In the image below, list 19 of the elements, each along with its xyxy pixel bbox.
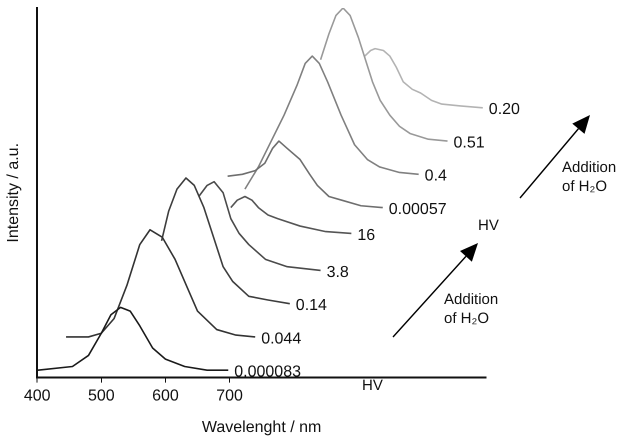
x-tick-label: 500 <box>88 388 115 405</box>
annotation: HV <box>478 216 500 235</box>
text: Addition of H₂O <box>562 158 618 196</box>
x-tick-label: 600 <box>152 388 179 405</box>
series-label: 0.51 <box>454 134 485 152</box>
y-axis-title: Intensity / a.u. <box>5 142 22 243</box>
series-label: 0.00057 <box>388 200 447 218</box>
x-axis-title: Wavelenght / nm <box>202 418 322 436</box>
series-label: 3.8 <box>326 264 349 281</box>
series-label: 0.14 <box>296 297 328 314</box>
x-tick-label: 700 <box>216 388 243 405</box>
x-tick-label: 400 <box>24 388 51 405</box>
series-label: 16 <box>357 226 376 244</box>
series-label: 0.4 <box>424 168 448 185</box>
series-label: 0.000083 <box>234 364 302 381</box>
annotation: Addition of H₂O <box>444 290 500 328</box>
annotation: HV <box>362 376 384 395</box>
series-label: 0.20 <box>488 101 520 118</box>
series-label: 0.044 <box>261 330 302 348</box>
